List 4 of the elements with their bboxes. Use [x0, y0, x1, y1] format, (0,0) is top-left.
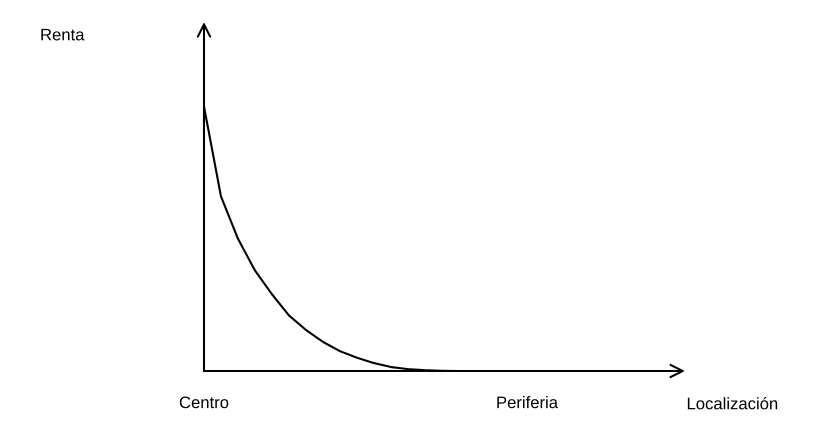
- x-tick-label: Centro: [180, 396, 228, 408]
- x-axis-title: Localización: [688, 396, 778, 410]
- x-tick-label: Periferia: [497, 396, 558, 408]
- text: Renta: [41, 28, 84, 40]
